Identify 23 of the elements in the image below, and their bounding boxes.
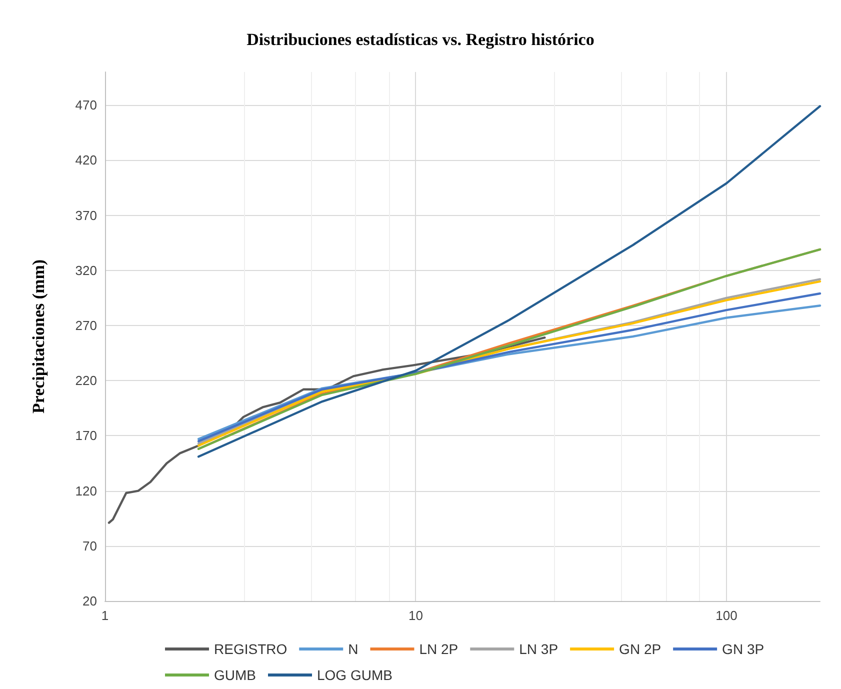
- chart-title: Distribuciones estadísticas vs. Registro histórico: [246, 30, 594, 49]
- y-tick-label: 370: [75, 208, 97, 223]
- x-tick-label: 100: [716, 608, 738, 623]
- legend-label: REGISTRO: [214, 641, 288, 657]
- y-tick-label: 220: [75, 373, 97, 388]
- legend-label: N: [348, 641, 358, 657]
- x-tick-label: 10: [408, 608, 423, 623]
- y-tick-label: 20: [82, 594, 97, 608]
- y-tick-label: 120: [75, 483, 97, 498]
- legend-label: LOG GUMB: [317, 667, 392, 683]
- y-tick-label: 170: [75, 428, 97, 444]
- x-tick-label: 1: [101, 608, 109, 623]
- y-tick-label: 470: [75, 98, 97, 113]
- y-tick-label: 420: [75, 152, 97, 168]
- legend-label: GN 3P: [722, 641, 764, 657]
- legend-label: LN 2P: [419, 641, 458, 657]
- legend-label: LN 3P: [519, 641, 558, 657]
- y-tick-label: 320: [75, 262, 97, 278]
- y-tick-label: 270: [75, 318, 97, 333]
- y-tick-label: 70: [82, 538, 97, 554]
- legend-label: GUMB: [214, 667, 256, 683]
- y-axis-title: Precipitaciones (mm): [29, 259, 48, 414]
- legend-label: GN 2P: [619, 641, 662, 657]
